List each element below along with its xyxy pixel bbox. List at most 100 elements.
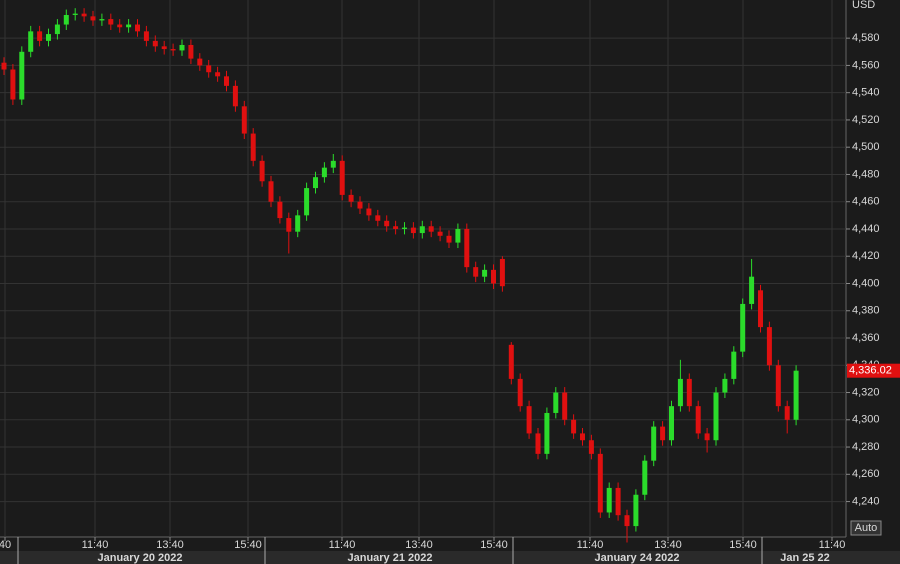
candle-body [588, 440, 594, 454]
candle-body [108, 19, 114, 25]
y-tick-label: 4,540 [852, 87, 880, 99]
candle-body [126, 24, 132, 28]
candle-body [615, 487, 621, 516]
candle-body [330, 160, 336, 168]
candle-body [526, 406, 532, 434]
y-tick-label: 4,500 [852, 141, 880, 153]
candle-body [188, 44, 194, 59]
candle-body [19, 51, 25, 100]
candle-body [241, 106, 247, 134]
candle-body [99, 19, 105, 21]
candle-body [562, 392, 568, 420]
y-axis-label: USD [852, 0, 875, 11]
candle-body [250, 133, 256, 161]
candle-body [775, 365, 781, 407]
candle-body [304, 188, 310, 216]
y-tick-label: 4,400 [852, 277, 880, 289]
candle-body [384, 220, 390, 227]
candle-body [455, 228, 461, 243]
last-price-tag [847, 363, 900, 378]
candle-body [437, 231, 443, 236]
candle-body [535, 433, 541, 454]
candle-body [597, 453, 603, 513]
y-tick-label: 4,240 [852, 495, 880, 507]
candle-body [642, 460, 648, 495]
candle-body [313, 177, 318, 189]
x-tick-label: 11:40 [82, 539, 109, 551]
candle-body [54, 24, 60, 35]
y-tick-label: 4,580 [852, 32, 880, 44]
date-label: January 24 2022 [594, 552, 679, 564]
y-tick-label: 4,320 [852, 386, 880, 398]
y-tick-label: 4,280 [852, 441, 880, 453]
plot-area [0, 0, 846, 537]
candle-body [179, 44, 185, 51]
candle-body [206, 65, 212, 73]
candle-body [517, 378, 523, 407]
candle-body [428, 226, 434, 232]
y-tick-label: 4,560 [852, 59, 880, 71]
x-tick-label: 13:40 [405, 539, 433, 551]
x-tick-label: 15:40 [480, 539, 508, 551]
candle-body [143, 31, 149, 41]
x-tick-label: 11:40 [819, 539, 846, 551]
candle-body [366, 208, 372, 216]
candle-body [749, 276, 755, 304]
grid [0, 0, 846, 537]
candle-body [660, 426, 666, 441]
y-tick-label: 4,360 [852, 332, 880, 344]
candle-body [295, 215, 301, 232]
candle-body [10, 69, 16, 100]
candle-body [651, 426, 657, 461]
candle-body [410, 227, 416, 234]
y-tick-label: 4,380 [852, 305, 880, 317]
candle-body [624, 515, 630, 527]
candle-body [393, 226, 399, 229]
candle-body [135, 24, 140, 32]
candle-body [117, 24, 123, 28]
y-tick-label: 4,260 [852, 468, 880, 480]
candle-body [482, 269, 488, 277]
candle-body [553, 392, 559, 413]
candle-body [37, 31, 43, 41]
candle-body [713, 392, 719, 441]
candle-body [669, 406, 674, 441]
candle-body [1, 62, 7, 70]
x-tick-label: 13:40 [654, 539, 682, 551]
candle-body [704, 433, 710, 441]
candle-body [758, 290, 763, 328]
auto-button-label[interactable]: Auto [855, 522, 878, 534]
candle-body [446, 235, 452, 243]
date-label: Jan 25 22 [780, 552, 830, 564]
date-label: January 20 2022 [97, 552, 182, 564]
candle-body [793, 370, 799, 420]
candle-body [357, 201, 363, 209]
candle-body [784, 406, 790, 420]
candle-body [402, 227, 407, 229]
candle-body [170, 49, 176, 51]
candle-body [722, 378, 728, 393]
x-tick-label: 15:40 [729, 539, 757, 551]
candle-body [268, 181, 274, 202]
candle-body [321, 167, 327, 178]
candle-body [215, 72, 221, 77]
candle-body [491, 269, 496, 284]
candle-body [46, 34, 51, 41]
candle-body [161, 46, 167, 50]
candle-body [571, 419, 577, 434]
candle-body [90, 16, 96, 21]
candle-body [499, 258, 505, 287]
auto-button[interactable]: Auto [850, 520, 882, 536]
y-tick-label: 4,460 [852, 196, 880, 208]
y-tick-label: 4,520 [852, 114, 880, 126]
candle-body [224, 76, 229, 86]
candle-body [633, 494, 639, 527]
y-tick-label: 4,480 [852, 168, 880, 180]
x-tick-label: 13:40 [156, 539, 184, 551]
x-tick-label: 11:40 [577, 539, 604, 551]
candle-body [419, 226, 425, 234]
candle-body [580, 433, 585, 441]
candle-body [286, 218, 292, 232]
last-price-label: 4,336.02 [849, 365, 892, 377]
